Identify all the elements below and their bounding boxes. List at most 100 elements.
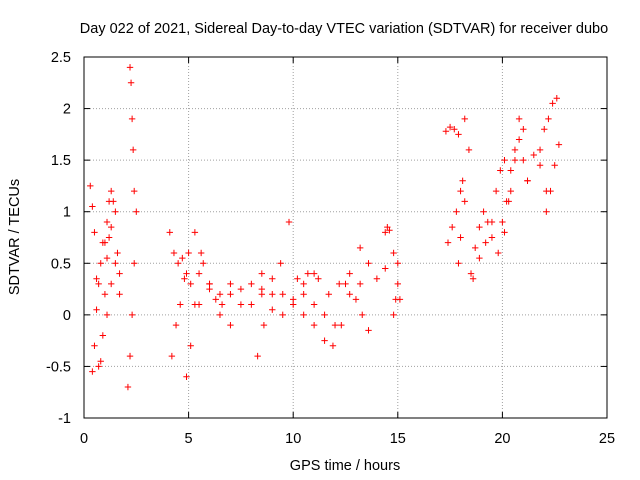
axis-ticks [83, 56, 608, 419]
data-series [166, 229, 194, 288]
data-point [488, 218, 496, 226]
data-point [501, 156, 508, 164]
data-point [495, 249, 502, 257]
data-point [126, 64, 134, 71]
data-point [472, 244, 479, 252]
data-point [191, 229, 199, 236]
data-point [382, 265, 389, 272]
data-point [112, 260, 119, 267]
x-tick-label: 20 [494, 431, 510, 447]
data-point [310, 270, 318, 277]
data-point [126, 352, 134, 360]
data-point [290, 296, 297, 303]
data-point [457, 187, 464, 195]
data-point [515, 115, 523, 123]
y-tick-label: 2.5 [51, 50, 71, 66]
data-point [254, 352, 261, 360]
data-point [331, 321, 339, 329]
data-point [501, 229, 508, 236]
data-point [260, 321, 268, 329]
data-point [216, 291, 224, 298]
data-series [499, 115, 527, 226]
data-point [461, 115, 468, 123]
data-point [551, 162, 558, 169]
x-tick-label: 0 [80, 431, 88, 447]
data-point [476, 223, 483, 231]
data-point [91, 229, 98, 236]
data-series [97, 223, 115, 365]
data-point [277, 260, 284, 267]
data-point [103, 254, 111, 262]
y-axis-label: SDTVAR / TECUs [7, 179, 23, 295]
data-series [390, 280, 404, 319]
data-point [457, 234, 464, 241]
data-point [227, 321, 234, 329]
data-point [325, 291, 332, 298]
plot-area [87, 64, 563, 391]
data-point [227, 291, 234, 298]
data-series [356, 244, 401, 282]
data-point [536, 146, 544, 154]
data-point [227, 280, 234, 288]
x-axis-label: GPS time / hours [290, 458, 400, 474]
data-point [469, 275, 477, 282]
data-point [453, 208, 460, 215]
data-point [128, 115, 136, 123]
data-point [492, 187, 500, 195]
data-point [131, 260, 138, 267]
data-point [218, 301, 226, 308]
data-point [116, 291, 123, 298]
data-point [321, 337, 328, 344]
data-point [545, 115, 552, 123]
data-point [549, 100, 556, 107]
data-point [187, 342, 194, 349]
data-point [503, 198, 510, 205]
data-point [131, 187, 138, 195]
data-series [294, 270, 364, 298]
data-series [168, 249, 192, 360]
data-point [444, 239, 452, 246]
data-point [499, 218, 506, 226]
x-tick-label: 25 [599, 431, 615, 447]
data-point [127, 79, 135, 86]
data-point [507, 187, 514, 195]
data-series [536, 95, 560, 154]
data-point [342, 280, 349, 288]
data-point [116, 270, 123, 277]
x-axis-tick-labels: 0 5 10 15 20 25 [80, 431, 615, 447]
data-point [177, 301, 184, 308]
data-point [386, 227, 393, 234]
data-series [300, 291, 353, 349]
data-point [555, 141, 563, 148]
data-point [390, 249, 397, 257]
data-point [248, 280, 255, 288]
y-tick-label: 1.5 [51, 153, 71, 169]
chart-title: Day 022 of 2021, Sidereal Day-to-day VTE… [80, 21, 608, 37]
y-tick-label: 2 [63, 102, 71, 118]
data-point [346, 291, 353, 298]
data-series [382, 223, 393, 236]
y-tick-label: 0 [63, 308, 71, 324]
data-point [467, 270, 475, 277]
data-point [258, 291, 266, 298]
grid-lines [84, 57, 607, 418]
data-series [455, 115, 473, 267]
data-point [451, 126, 458, 133]
data-point [187, 280, 194, 288]
data-point [170, 249, 178, 257]
data-point [511, 156, 519, 164]
data-point [195, 270, 203, 277]
data-point [174, 260, 182, 267]
data-series [101, 187, 123, 298]
data-point [394, 260, 401, 267]
x-tick-label: 15 [390, 431, 406, 447]
data-point [124, 383, 132, 391]
data-point [129, 146, 137, 154]
data-point [237, 301, 245, 308]
data-series [195, 280, 266, 308]
data-point [269, 275, 276, 282]
data-point [258, 270, 266, 277]
data-series [103, 260, 123, 319]
data-point [373, 275, 381, 282]
data-point [520, 126, 527, 133]
